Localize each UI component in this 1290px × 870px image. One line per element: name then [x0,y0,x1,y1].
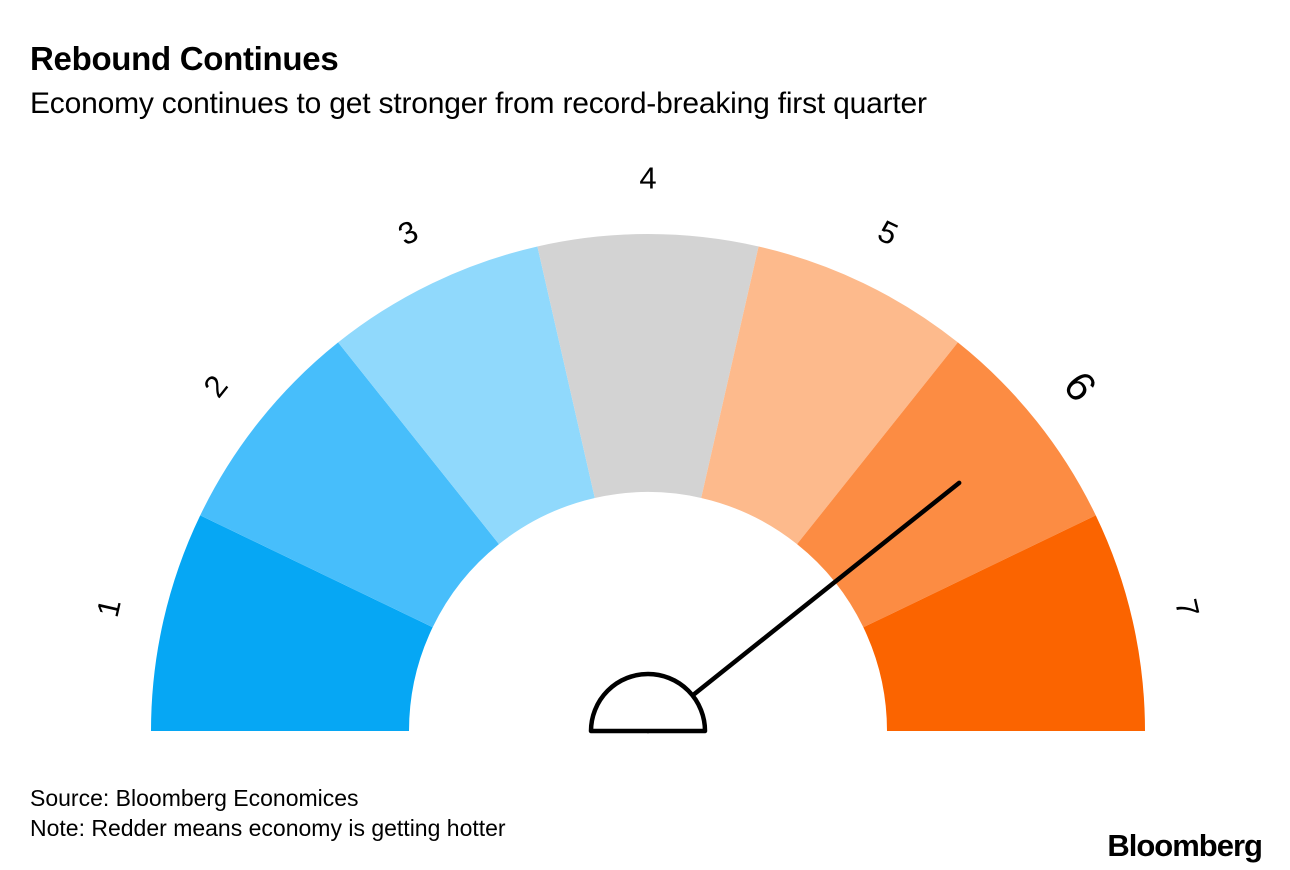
gauge-label-5: 5 [873,213,904,252]
bloomberg-logo: Bloomberg [1107,828,1263,863]
gauge-segment-3 [338,246,595,545]
gauge-segment-7 [863,515,1145,731]
gauge-label-7: 7 [1168,596,1206,621]
note-text: Note: Redder means economy is getting ho… [30,815,506,841]
gauge-segment-2 [200,342,499,628]
gauge-label-2: 2 [197,369,235,404]
chart-header: Rebound Continues Economy continues to g… [30,40,927,120]
gauge-label-1: 1 [90,596,128,621]
gauge-label-3: 3 [393,213,424,252]
gauge-needle-hub [588,671,708,734]
source-text: Source: Bloomberg Economices [30,785,359,811]
gauge-segment-1 [151,515,433,731]
footer-notes: Source: Bloomberg Economices Note: Redde… [30,783,506,843]
gauge-segment-5 [701,246,958,545]
chart-subtitle: Economy continues to get stronger from r… [30,86,927,120]
gauge-segment-6 [797,342,1096,628]
gauge-label-4: 4 [639,161,656,196]
chart-title: Rebound Continues [30,40,339,77]
gauge-segment-4 [537,233,759,498]
gauge-needle [645,480,962,734]
gauge-label-6: 6 [1055,362,1106,410]
